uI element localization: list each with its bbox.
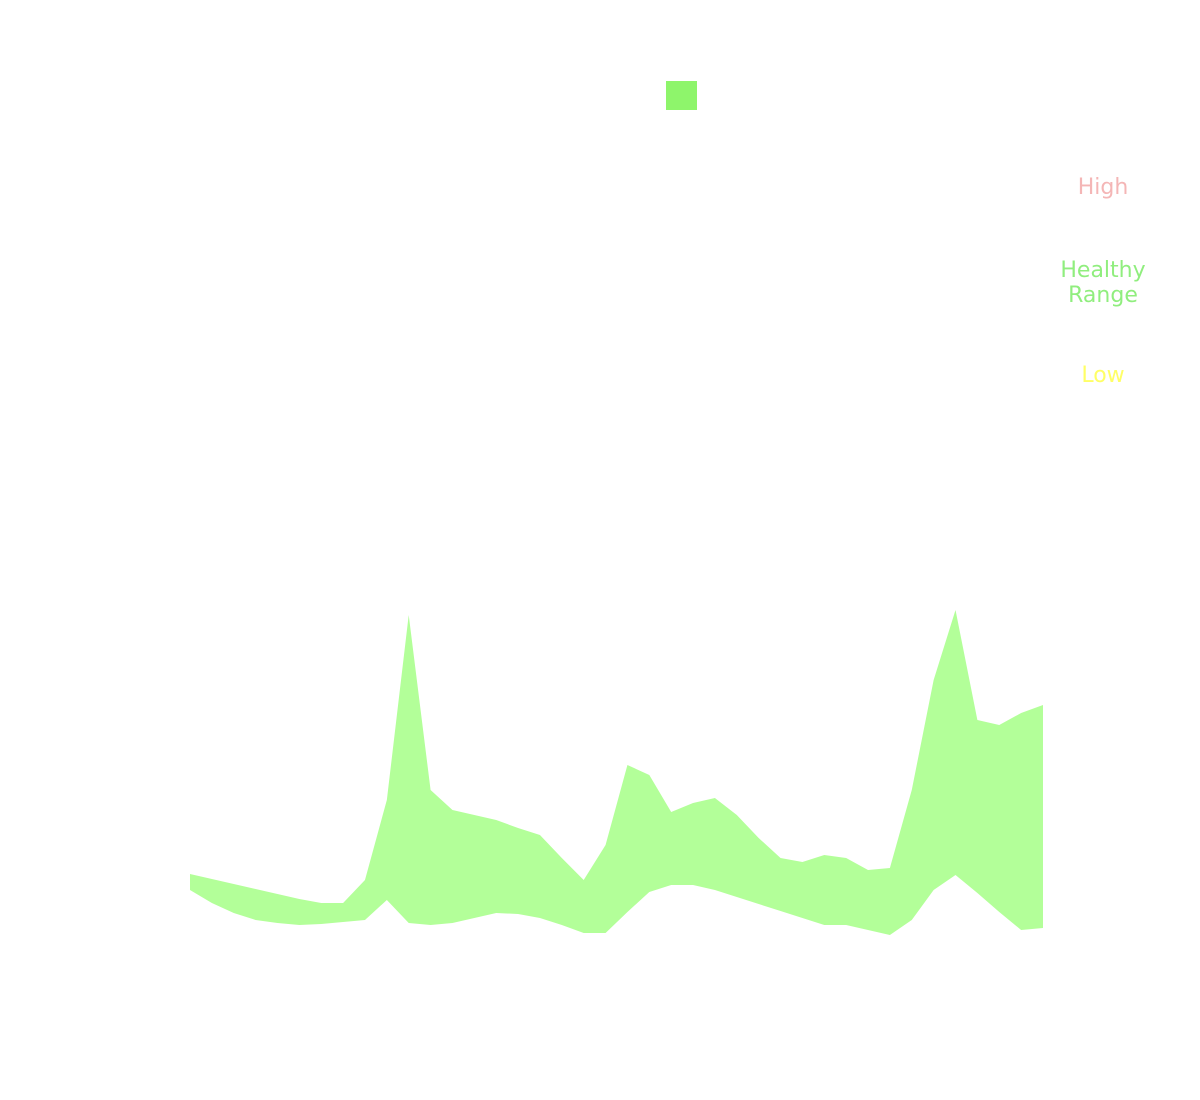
range-area xyxy=(190,610,1043,935)
band-label: Healthy Range xyxy=(1060,258,1145,308)
legend-swatch xyxy=(666,81,697,110)
band-label: Low xyxy=(1081,363,1124,388)
band-label: High xyxy=(1078,175,1129,200)
